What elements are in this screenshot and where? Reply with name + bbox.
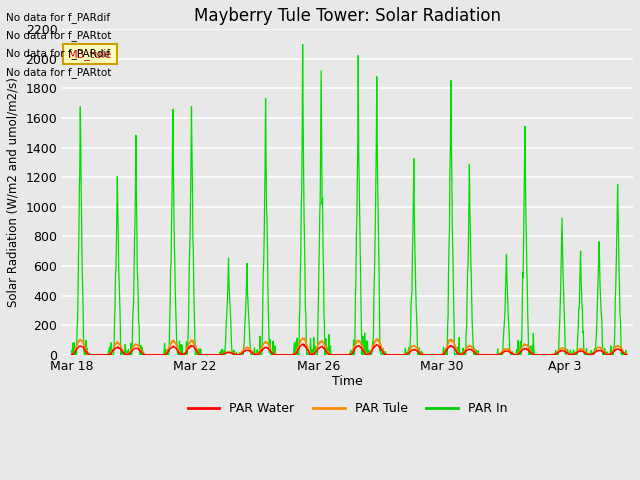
Text: No data for f_PARtot: No data for f_PARtot [6,67,112,78]
Legend: PAR Water, PAR Tule, PAR In: PAR Water, PAR Tule, PAR In [183,397,512,420]
Title: Mayberry Tule Tower: Solar Radiation: Mayberry Tule Tower: Solar Radiation [194,7,501,25]
Text: MB_tule: MB_tule [68,49,112,60]
Text: No data for f_PARdif: No data for f_PARdif [6,12,111,23]
X-axis label: Time: Time [332,375,363,388]
Text: No data for f_PARdif: No data for f_PARdif [6,48,111,60]
Text: No data for f_PARtot: No data for f_PARtot [6,30,112,41]
Y-axis label: Solar Radiation (W/m2 and umol/m2/s): Solar Radiation (W/m2 and umol/m2/s) [7,77,20,307]
